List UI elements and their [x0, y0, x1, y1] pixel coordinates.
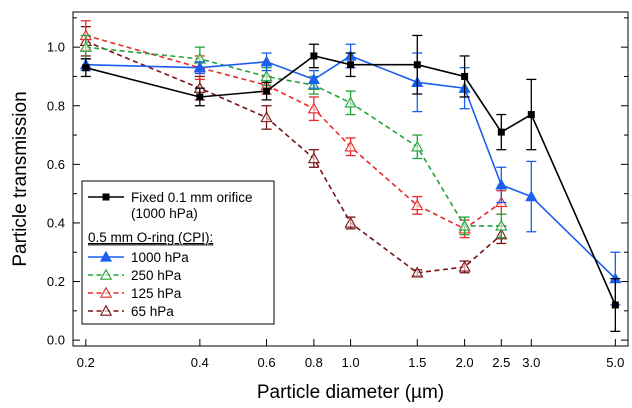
legend-label: 1000 hPa — [131, 250, 189, 265]
data-point — [344, 216, 357, 228]
legend-item-1000-hpa: 1000 hPa — [88, 250, 189, 265]
data-point — [458, 219, 471, 231]
legend-swatch-marker — [99, 286, 113, 298]
series-line — [85, 46, 502, 227]
series-line — [85, 55, 616, 280]
x-tick-label: 2.5 — [492, 355, 510, 370]
data-point — [79, 40, 92, 52]
data-point — [461, 72, 469, 80]
x-tick-label: 1.5 — [408, 355, 426, 370]
data-point — [495, 178, 508, 190]
data-point — [411, 199, 424, 211]
data-point — [411, 140, 424, 152]
legend-label: 65 hPa — [131, 304, 174, 319]
x-tick-label: 0.2 — [77, 355, 95, 370]
x-tick-label: 0.8 — [305, 355, 323, 370]
data-point — [344, 96, 357, 108]
x-tick-label: 0.4 — [191, 355, 209, 370]
data-point — [260, 55, 273, 67]
data-point — [413, 61, 421, 69]
series-fixed-0-1-mm-orifice — [80, 34, 621, 333]
x-tick-label: 2.0 — [456, 355, 474, 370]
x-tick-label: 1.0 — [342, 355, 360, 370]
data-point — [344, 140, 357, 152]
x-tick-label: 5.0 — [606, 355, 624, 370]
legend-label: Fixed 0.1 mm orifice — [131, 190, 253, 205]
data-point — [611, 301, 619, 309]
series-line — [85, 34, 502, 230]
data-point — [527, 111, 535, 119]
legend-swatch-marker — [99, 304, 113, 316]
data-point — [307, 152, 321, 164]
data-point — [458, 260, 471, 272]
data-point — [347, 61, 355, 69]
x-tick-label: 0.6 — [258, 355, 276, 370]
y-tick-label: 0.4 — [47, 215, 65, 230]
x-tick-label: 3.0 — [522, 355, 540, 370]
y-axis-title: Particle transmission — [10, 91, 31, 266]
data-point — [497, 128, 505, 136]
legend-swatch-marker — [102, 193, 110, 201]
data-point — [307, 102, 321, 114]
y-tick-label: 1.0 — [47, 40, 65, 55]
data-point — [310, 52, 318, 60]
legend-box — [81, 180, 275, 325]
legend-item-125-hpa: 125 hPa — [88, 286, 182, 301]
legend: Fixed 0.1 mm orifice(1000 hPa) 0.5 mm O-r… — [81, 180, 275, 325]
legend-label-line2: (1000 hPa) — [131, 206, 198, 221]
data-point — [263, 87, 271, 95]
axes: 0.2 0.4 0.6 0.8 1.0 1.5 2.0 2.5 3.0 5.0 0.0 0.2 0.4 0… — [47, 11, 629, 370]
y-tick-label: 0.2 — [47, 274, 65, 289]
data-point — [307, 73, 320, 85]
legend-swatch-marker — [99, 250, 113, 262]
legend-item-250-hpa: 250 hPa — [88, 268, 182, 283]
legend-label: 125 hPa — [131, 286, 182, 301]
legend-group-header: 0.5 mm O-ring (CPI): — [88, 230, 213, 245]
series-group — [79, 20, 622, 333]
data-point — [260, 70, 273, 82]
y-tick-label: 0.0 — [47, 333, 65, 348]
legend-label: 250 hPa — [131, 268, 182, 283]
x-axis-title: Particle diameter (µm) — [257, 382, 444, 403]
legend-swatch-marker — [99, 268, 113, 280]
data-point — [196, 93, 204, 101]
y-tick-label: 0.6 — [47, 157, 65, 172]
series-line — [85, 55, 617, 306]
data-point — [411, 266, 424, 278]
data-point — [525, 190, 538, 202]
legend-item-65-hpa: 65 hPa — [88, 304, 174, 319]
data-point — [193, 61, 206, 73]
legend-item-fixed-orifice: Fixed 0.1 mm orifice — [88, 190, 253, 205]
data-point — [82, 64, 90, 72]
data-point — [260, 111, 273, 123]
data-point — [495, 219, 508, 231]
y-tick-label: 0.8 — [47, 98, 65, 113]
